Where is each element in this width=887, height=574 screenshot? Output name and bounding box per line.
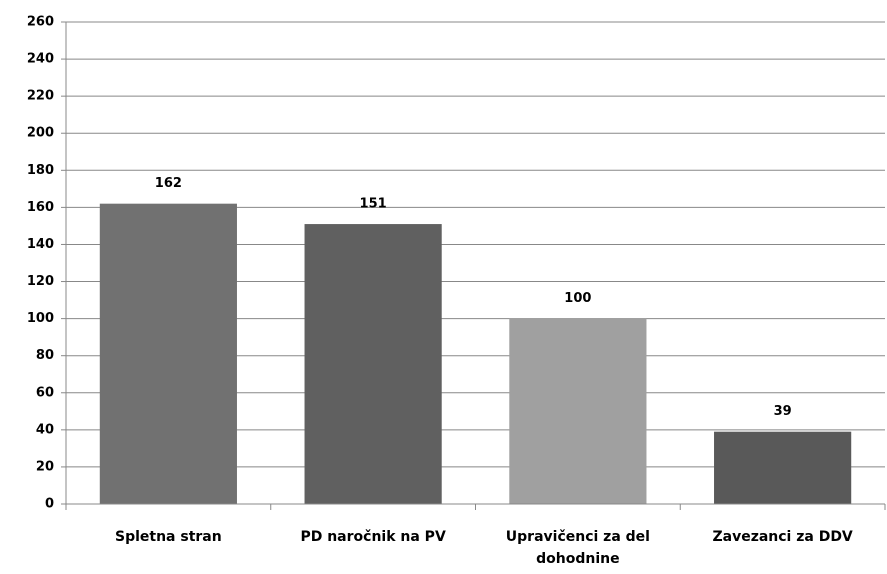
x-tick-label: Upravičenci za del dohodnine <box>505 529 650 567</box>
y-tick-label: 140 <box>27 237 54 252</box>
y-tick-label: 20 <box>36 459 54 474</box>
y-tick-label: 200 <box>27 126 54 141</box>
data-label: 162 <box>155 176 182 191</box>
data-label: 39 <box>774 404 792 419</box>
y-tick-label: 160 <box>27 200 54 215</box>
x-tick-label: Zavezanci za DDV <box>712 529 853 545</box>
y-tick-label: 220 <box>27 89 54 104</box>
bar <box>99 203 237 504</box>
data-label: 151 <box>360 197 387 212</box>
y-tick-label: 60 <box>36 385 54 400</box>
y-tick-label: 40 <box>36 422 54 437</box>
y-tick-label: 100 <box>27 311 54 326</box>
data-label: 100 <box>564 291 591 306</box>
bar <box>714 431 852 504</box>
y-tick-label: 180 <box>27 163 54 178</box>
y-tick-label: 260 <box>27 15 54 30</box>
x-tick-label: PD naročnik na PV <box>300 529 446 545</box>
x-tick-label: Spletna stran <box>115 529 222 545</box>
y-tick-label: 120 <box>27 274 54 289</box>
y-tick-label: 240 <box>27 52 54 67</box>
y-tick-label: 0 <box>45 497 54 512</box>
bar <box>304 224 442 505</box>
bar <box>509 318 647 504</box>
y-tick-label: 80 <box>36 348 54 363</box>
